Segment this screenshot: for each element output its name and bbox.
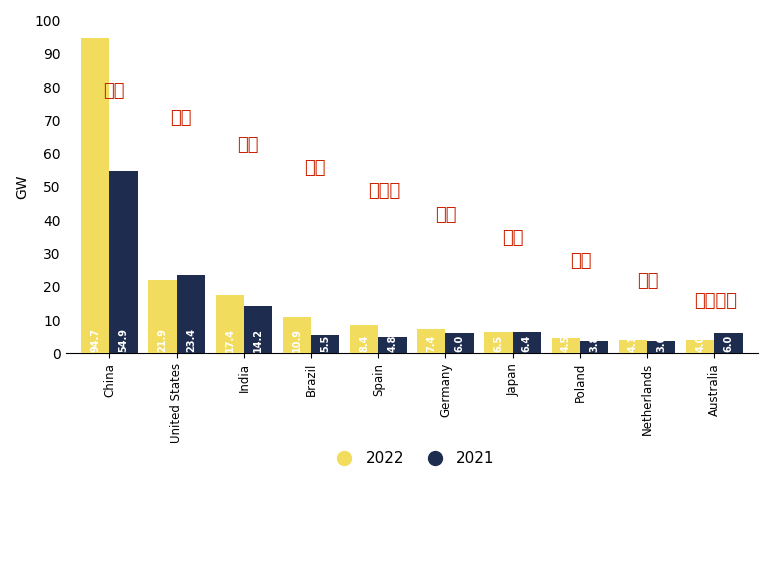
Bar <box>714 334 743 354</box>
Bar <box>552 339 580 354</box>
Bar <box>216 296 244 354</box>
Bar <box>485 332 512 354</box>
Text: 日本: 日本 <box>502 229 524 247</box>
Text: 中国: 中国 <box>103 82 124 101</box>
Text: 54.9: 54.9 <box>118 328 128 352</box>
Text: 波兰: 波兰 <box>570 252 591 270</box>
Bar <box>110 171 138 354</box>
Text: 10.9: 10.9 <box>292 328 302 352</box>
Bar <box>512 332 541 354</box>
Bar <box>378 338 407 354</box>
Legend: 2022, 2021: 2022, 2021 <box>323 445 501 472</box>
Text: 14.2: 14.2 <box>253 328 263 352</box>
Text: 澳大利亚: 澳大利亚 <box>694 292 737 310</box>
Bar <box>580 341 608 354</box>
Text: 21.9: 21.9 <box>158 328 168 352</box>
Text: 3.6: 3.6 <box>656 335 666 352</box>
Bar <box>619 340 647 354</box>
Text: 6.0: 6.0 <box>724 335 734 352</box>
Bar <box>647 342 676 354</box>
Text: 6.5: 6.5 <box>494 335 503 352</box>
Bar <box>81 38 110 354</box>
Text: 印度: 印度 <box>237 136 259 154</box>
Text: 5.5: 5.5 <box>320 335 330 352</box>
Bar <box>417 329 445 354</box>
Bar <box>177 275 205 354</box>
Text: 德国: 德国 <box>435 206 457 224</box>
Text: 荷兰: 荷兰 <box>637 272 659 290</box>
Bar <box>445 334 474 354</box>
Bar <box>311 335 339 354</box>
Bar <box>244 306 272 354</box>
Text: 4.1: 4.1 <box>628 335 638 352</box>
Text: 4.8: 4.8 <box>387 335 397 352</box>
Text: 94.7: 94.7 <box>90 328 100 352</box>
Text: 23.4: 23.4 <box>186 328 196 352</box>
Bar <box>148 281 177 354</box>
Y-axis label: GW: GW <box>15 175 29 199</box>
Text: 7.4: 7.4 <box>427 335 437 352</box>
Bar <box>283 317 311 354</box>
Bar <box>686 340 714 354</box>
Text: 巴西: 巴西 <box>305 159 326 177</box>
Text: 4.0: 4.0 <box>695 335 705 352</box>
Text: 3.8: 3.8 <box>589 335 599 352</box>
Text: 西班牙: 西班牙 <box>368 182 400 200</box>
Text: 美国: 美国 <box>170 109 192 127</box>
Text: 6.0: 6.0 <box>455 335 465 352</box>
Text: 4.5: 4.5 <box>560 335 570 352</box>
Text: 6.4: 6.4 <box>522 335 532 352</box>
Text: 17.4: 17.4 <box>225 328 235 352</box>
Text: 8.4: 8.4 <box>359 335 369 352</box>
Bar <box>350 325 378 354</box>
